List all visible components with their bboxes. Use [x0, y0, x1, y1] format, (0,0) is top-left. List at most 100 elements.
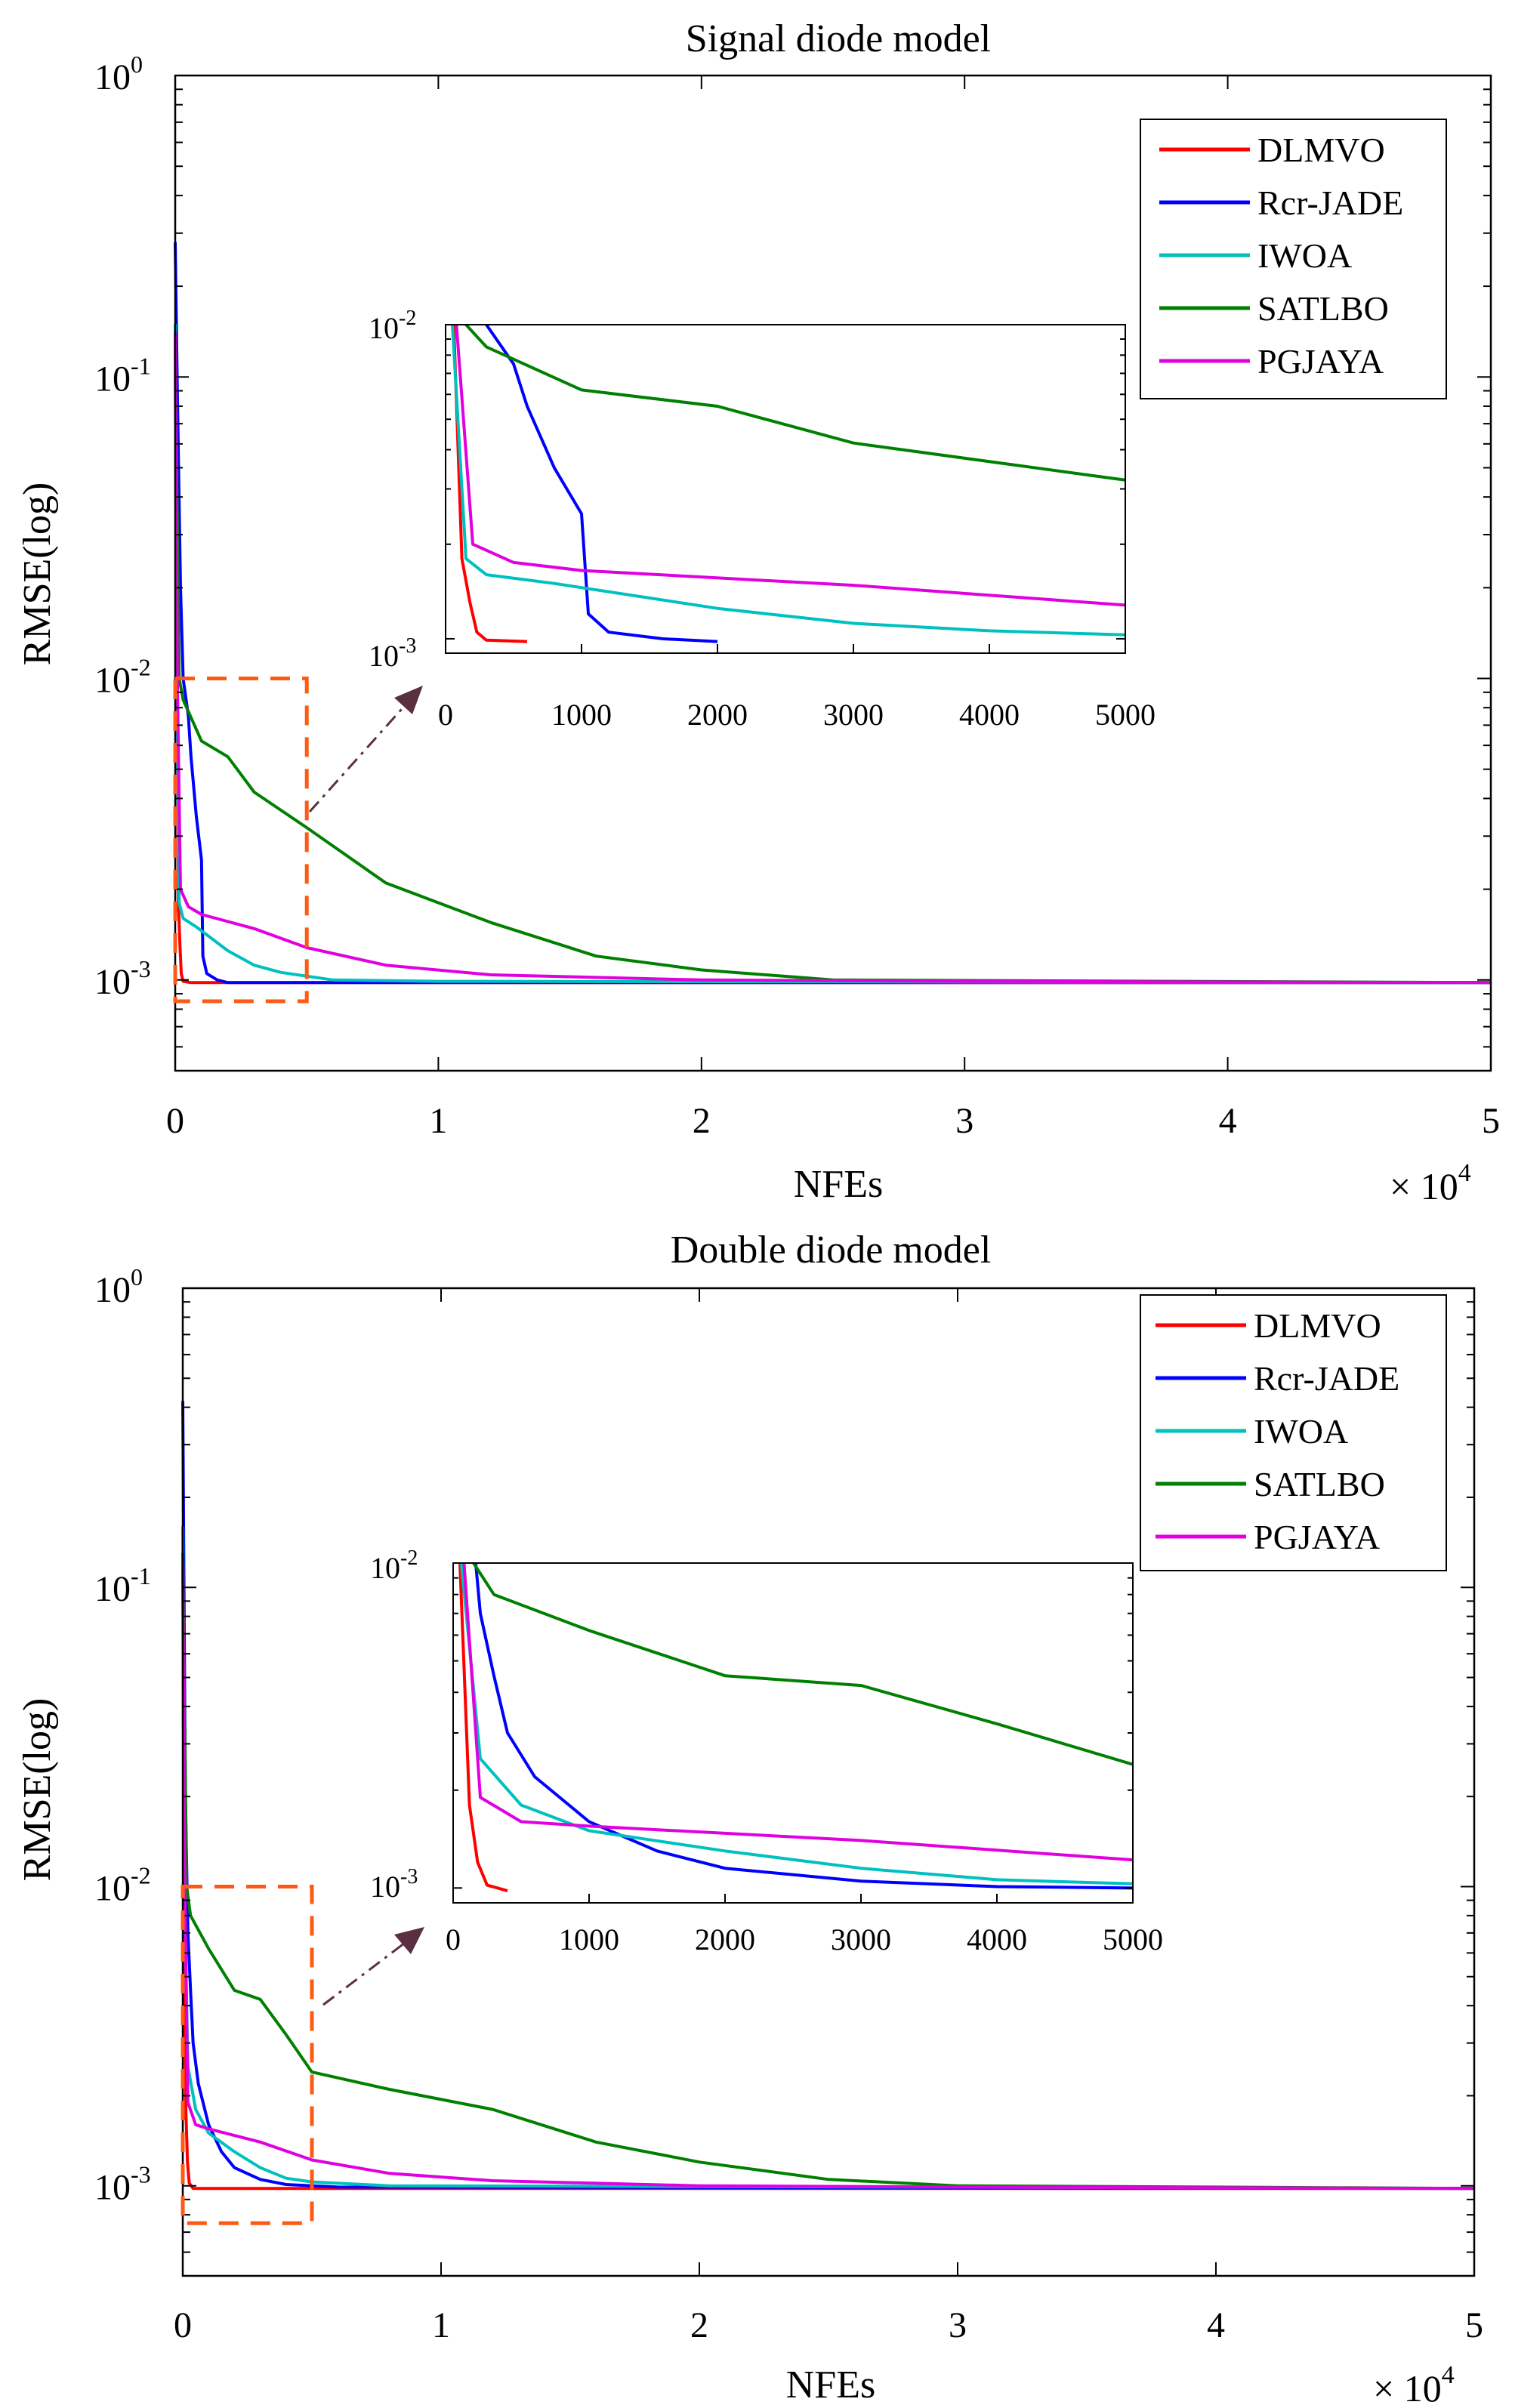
- series-line-satlbo: [174, 332, 1492, 985]
- inset-series-line-rcr-jade: [484, 325, 718, 643]
- x-tick-label: 3: [955, 1101, 973, 1141]
- legend-label-pgjaya: PGJAYA: [1257, 342, 1384, 381]
- y-tick-label: 10-3: [94, 955, 151, 1002]
- zoom-arrow-head: [394, 1927, 424, 1954]
- inset-series-line-dlmvo: [458, 1563, 508, 1893]
- x-tick-label: 2: [693, 1101, 711, 1141]
- zoom-arrow-line: [308, 701, 409, 813]
- legend-label-iwoa: IWOA: [1257, 236, 1352, 275]
- legend: DLMVO Rcr-JADE IWOA SATLBO PGJAYA: [1140, 119, 1447, 399]
- y-tick-label: 10-3: [94, 2161, 151, 2208]
- inset-series-line-satlbo: [471, 1563, 1133, 1766]
- x-tick-label: 5: [1465, 2305, 1483, 2345]
- inset-x-tick-label: 2000: [695, 1922, 755, 1956]
- x-multiplier-base: × 10: [1373, 2367, 1442, 2408]
- y-tick-label: 100: [94, 51, 143, 97]
- inset-x-tick-label: 1000: [551, 698, 612, 732]
- inset-y-tick-label: 10-2: [370, 1546, 418, 1585]
- axes-box: [174, 74, 1492, 1072]
- x-axis-label: NFEs: [794, 1163, 883, 1206]
- x-tick-label: 5: [1482, 1101, 1500, 1141]
- x-tick-label: 4: [1207, 2305, 1225, 2345]
- zoom-arrow-line: [322, 1939, 409, 2006]
- inset-series-line-rcr-jade: [474, 1563, 1133, 1890]
- y-tick-label: 10-1: [94, 352, 151, 399]
- x-tick-label: 0: [166, 1101, 184, 1141]
- series-line-pgjaya: [181, 1563, 1475, 2191]
- inset-x-ticks: [452, 1562, 1134, 1903]
- x-ticks: [174, 76, 1492, 1071]
- x-tick-label: 0: [174, 2305, 192, 2345]
- x-multiplier-exp: 4: [1458, 1159, 1471, 1187]
- x-tick-labels: 0 1 2 3 4 5: [166, 1101, 1500, 1141]
- inset-background: [453, 1563, 1133, 1903]
- inset-x-tick-label: 1000: [559, 1922, 619, 1956]
- inset-series-line-dlmvo: [452, 325, 528, 643]
- inset-x-tick-label: 5000: [1095, 698, 1156, 732]
- series-line-pgjaya: [174, 332, 1492, 985]
- inset-series-line-satlbo: [464, 325, 1125, 482]
- inset-x-tick-label: 2000: [687, 698, 748, 732]
- inset-series-line-iwoa: [450, 325, 1125, 637]
- inset-x-tick-label: 3000: [831, 1922, 891, 1956]
- x-multiplier: × 104: [1390, 1159, 1471, 1207]
- x-tick-label: 1: [432, 2305, 450, 2345]
- y-ticks: [183, 1287, 1474, 2277]
- zoom-box: [181, 1884, 314, 2225]
- x-multiplier: × 104: [1373, 2361, 1455, 2408]
- x-multiplier-exp: 4: [1442, 2361, 1455, 2389]
- inset-x-tick-label: 0: [438, 698, 453, 732]
- y-axis-label: RMSE(log): [16, 1698, 59, 1882]
- legend-label-pgjaya: PGJAYA: [1254, 1518, 1380, 1556]
- chart-signal-diode: Signal diode model NFEs RMSE(log) × 104 …: [16, 17, 1500, 1207]
- x-tick-label: 4: [1219, 1101, 1237, 1141]
- y-ticks: [175, 75, 1491, 1071]
- inset-series-line-pgjaya: [455, 325, 1125, 607]
- x-tick-label: 3: [949, 2305, 967, 2345]
- inset-plot-area: [458, 1563, 1133, 1893]
- legend-label-rcr-jade: Rcr-JADE: [1257, 183, 1403, 222]
- chart-title: Double diode model: [671, 1229, 992, 1272]
- x-multiplier-base: × 10: [1390, 1165, 1458, 1207]
- legend: DLMVO Rcr-JADE IWOA SATLBO PGJAYA: [1140, 1294, 1447, 1571]
- x-tick-label: 2: [690, 2305, 708, 2345]
- legend-label-rcr-jade: Rcr-JADE: [1254, 1359, 1399, 1398]
- chart-double-diode: Double diode model NFEs RMSE(log) × 104 …: [16, 1229, 1483, 2408]
- inset-x-tick-label: 4000: [959, 698, 1020, 732]
- zoom-arrow-head: [394, 686, 423, 714]
- inset-x-tick-label: 3000: [823, 698, 884, 732]
- inset-series-line-pgjaya: [462, 1563, 1133, 1862]
- inset-y-tick-label: 10-3: [370, 1865, 418, 1904]
- y-tick-label: 10-2: [94, 1861, 151, 1908]
- zoom-box: [173, 677, 309, 1004]
- x-axis-label: NFEs: [786, 2363, 875, 2406]
- x-tick-labels: 0 1 2 3 4 5: [174, 2305, 1483, 2345]
- inset: 0 1000 2000 3000 4000 5000 10-3 10-2: [370, 1546, 1163, 1956]
- chart-title: Signal diode model: [686, 17, 991, 60]
- legend-label-dlmvo: DLMVO: [1257, 131, 1385, 169]
- y-tick-labels: 10-3 10-2 10-1 100: [94, 51, 151, 1002]
- series-line-satlbo: [181, 1553, 1475, 2191]
- inset-x-tick-label: 5000: [1103, 1922, 1163, 1956]
- y-axis-label: RMSE(log): [16, 483, 59, 666]
- y-tick-label: 10-2: [94, 654, 151, 701]
- y-tick-label: 100: [94, 1263, 143, 1310]
- inset: 0 1000 2000 3000 4000 5000 10-3 10-2: [369, 307, 1156, 732]
- inset-x-tick-label: 4000: [967, 1922, 1027, 1956]
- x-tick-label: 1: [429, 1101, 447, 1141]
- x-ticks: [182, 1288, 1475, 2276]
- inset-plot-area: [450, 325, 1125, 643]
- legend-label-dlmvo: DLMVO: [1254, 1306, 1381, 1345]
- axes-box: [181, 1287, 1476, 2277]
- inset-y-tick-label: 10-2: [369, 307, 416, 345]
- y-tick-labels: 10-3 10-2 10-1 100: [94, 1263, 151, 2208]
- legend-label-satlbo: SATLBO: [1257, 289, 1389, 328]
- legend-label-satlbo: SATLBO: [1254, 1465, 1385, 1503]
- legend-label-iwoa: IWOA: [1254, 1412, 1348, 1451]
- inset-x-tick-label: 0: [446, 1922, 461, 1956]
- y-tick-label: 10-1: [94, 1562, 151, 1609]
- legend-box: [1140, 119, 1447, 399]
- inset-x-ticks: [445, 324, 1126, 653]
- inset-y-tick-label: 10-3: [369, 634, 416, 673]
